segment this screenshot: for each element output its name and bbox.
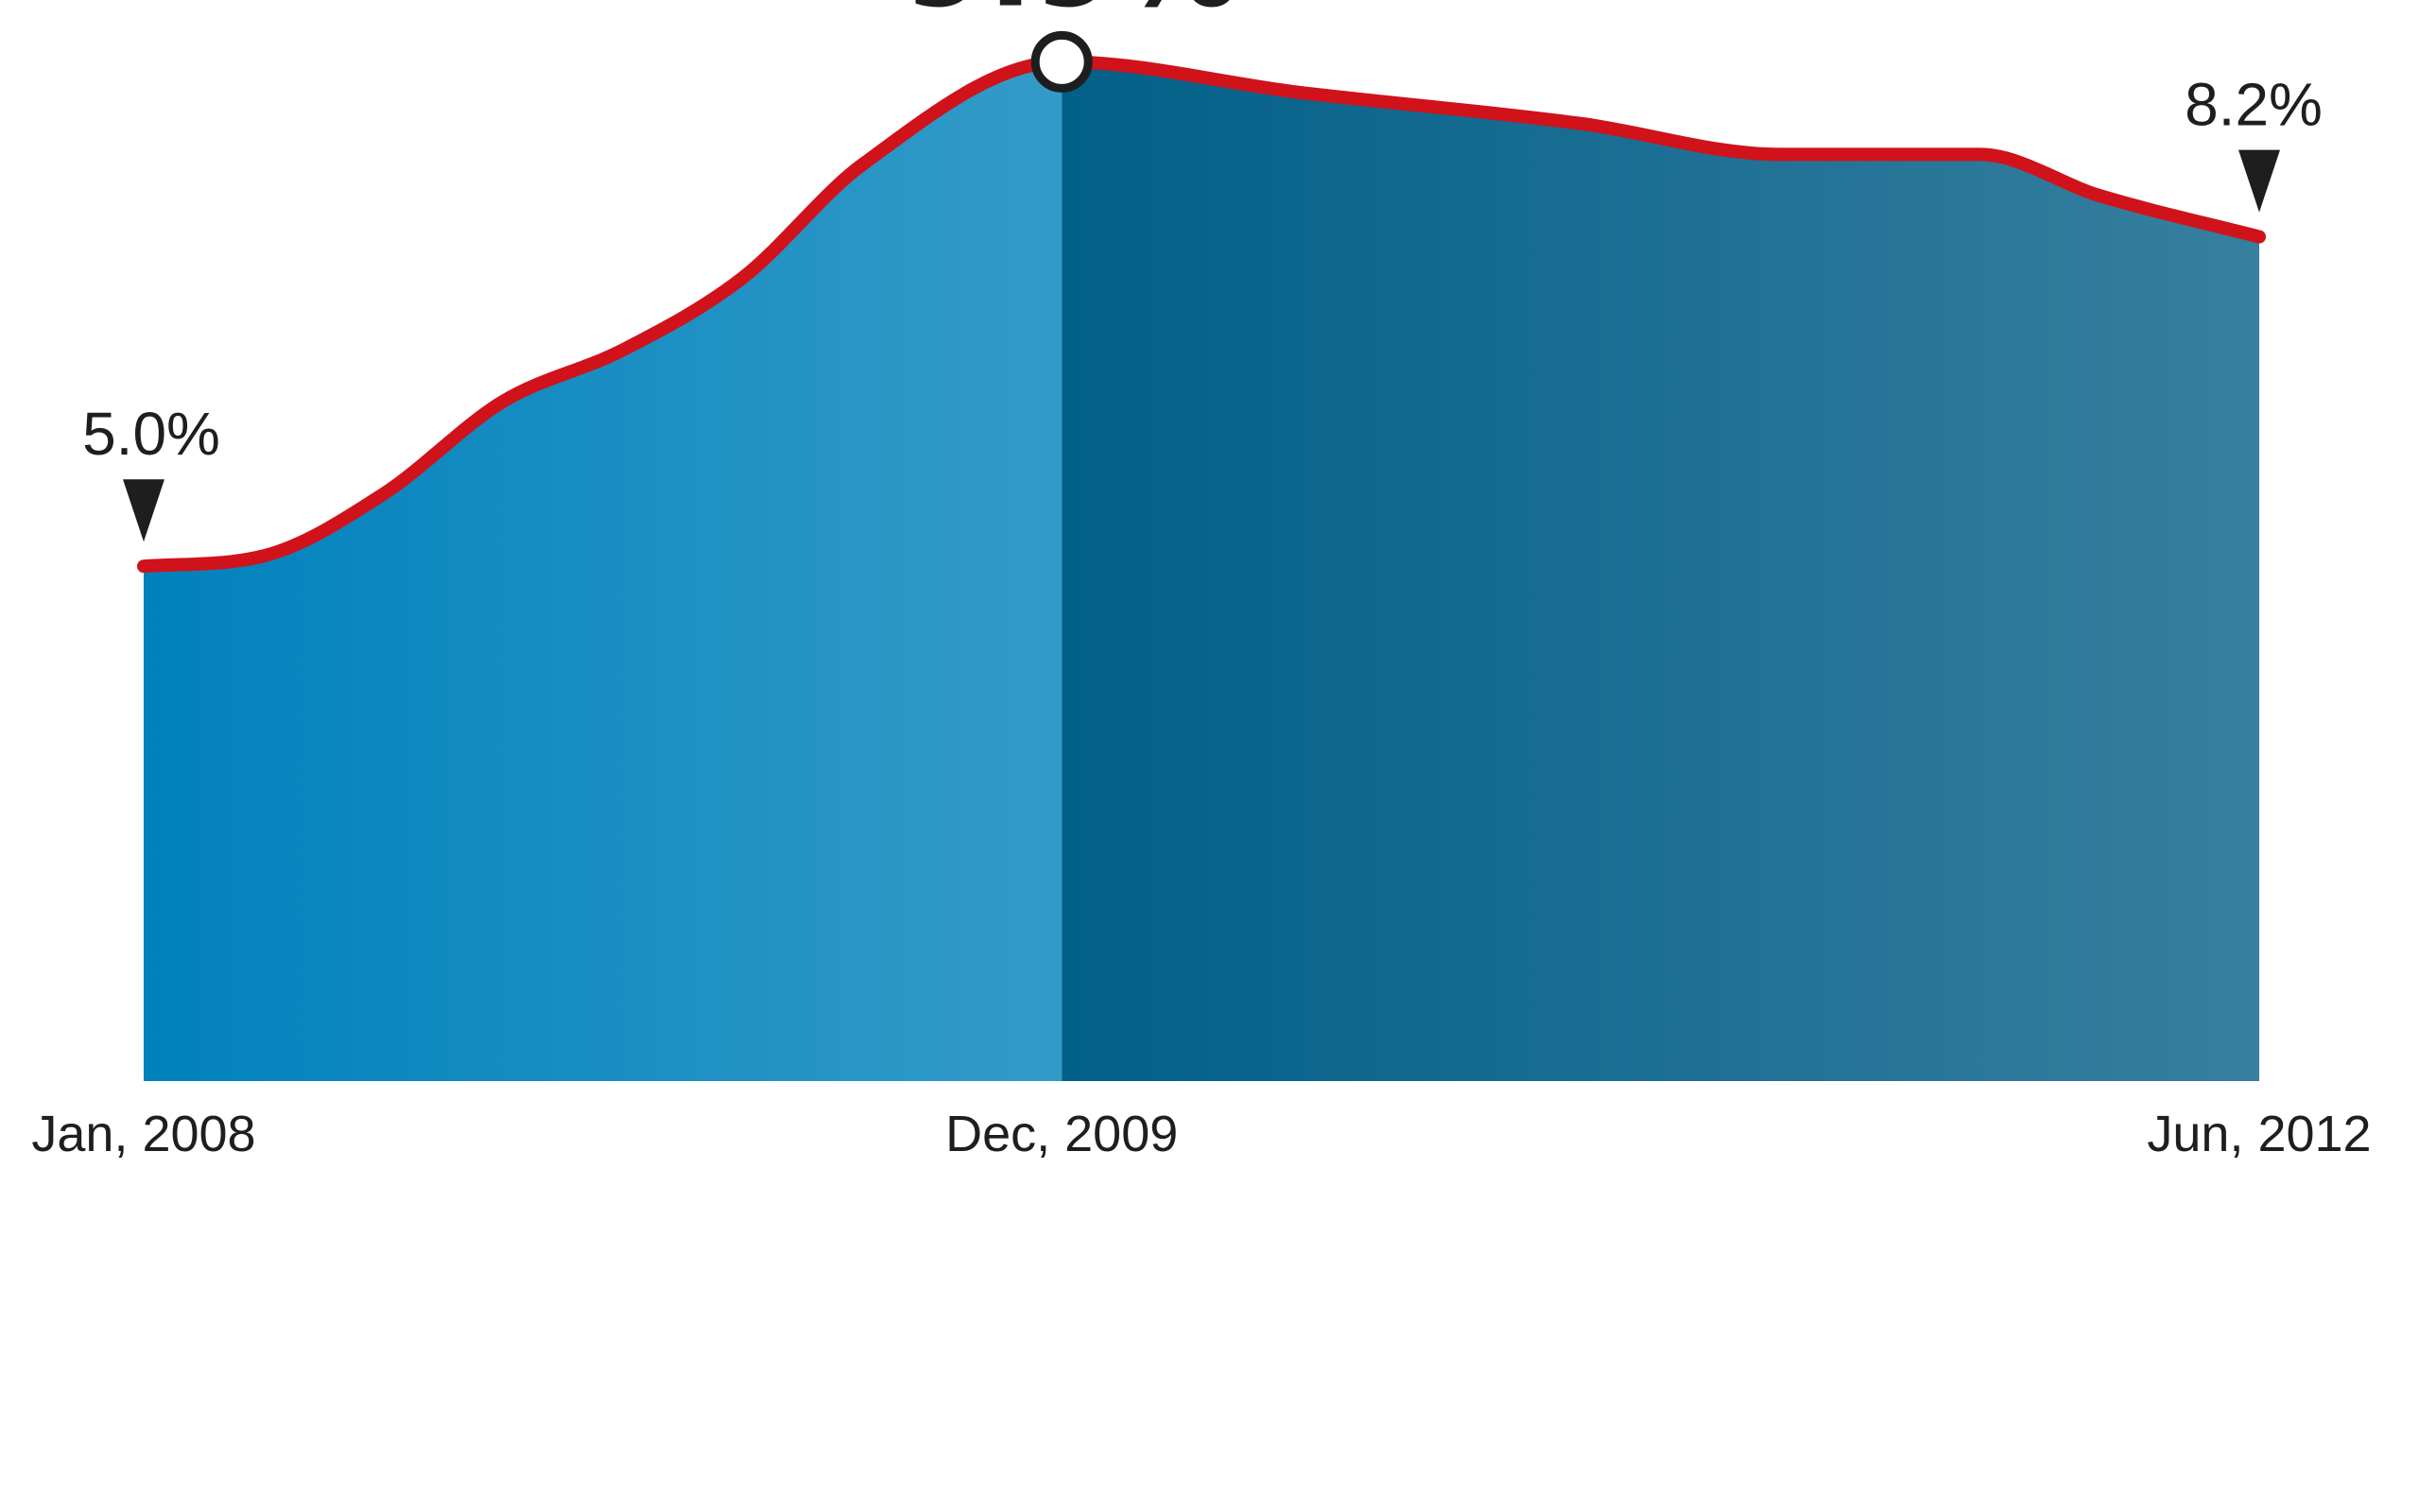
area-fill-after-peak — [1062, 61, 2259, 1081]
peak-value-label: 9.9% — [904, 0, 1239, 34]
area-fill-before-peak — [144, 61, 1063, 1081]
x-tick-label: Dec, 2009 — [945, 1106, 1178, 1162]
end-value-label: 8.2% — [2185, 71, 2323, 139]
start-value-label: 5.0% — [82, 400, 220, 468]
end-marker-icon — [2238, 149, 2280, 213]
x-tick-label: Jan, 2008 — [31, 1106, 255, 1162]
peak-point — [1030, 30, 1093, 93]
x-tick-label: Jun, 2012 — [2147, 1106, 2371, 1162]
start-marker-icon — [123, 479, 164, 542]
